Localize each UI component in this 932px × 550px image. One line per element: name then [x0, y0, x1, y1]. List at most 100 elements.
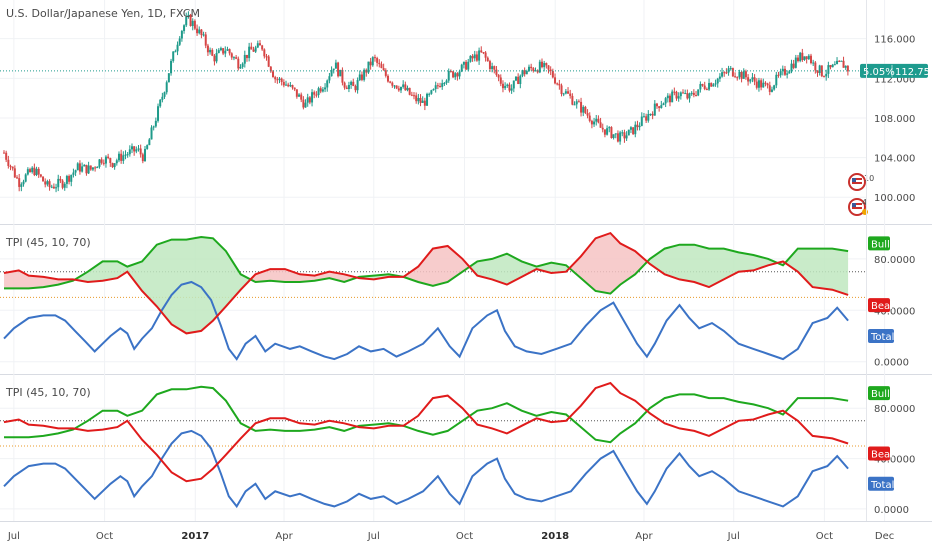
candle-body	[24, 174, 27, 182]
candle-body	[31, 167, 34, 173]
candle-body	[50, 186, 53, 188]
price-grid	[0, 0, 886, 224]
bull-area	[786, 248, 849, 295]
candle-body	[9, 165, 12, 167]
candle-body	[16, 177, 19, 179]
candle-body	[790, 63, 793, 72]
candle-body	[465, 61, 468, 70]
candle-body	[265, 56, 268, 58]
candle-body	[124, 154, 127, 156]
candle-body	[595, 118, 598, 122]
candle-body	[612, 134, 615, 138]
candle-body	[820, 65, 823, 77]
candle-body	[653, 103, 656, 116]
candle-body	[248, 46, 251, 59]
candle-body	[202, 34, 205, 36]
candle-body	[198, 29, 201, 34]
price-pane[interactable]: U.S. Dollar/Japanese Yen, 1D, FXCM 100.0…	[0, 0, 932, 224]
candle-body	[692, 92, 695, 96]
candle-body	[833, 64, 836, 66]
candle-body	[478, 50, 481, 61]
candle-body	[35, 168, 38, 176]
tpi1-title: TPI (45, 10, 70)	[5, 236, 91, 249]
bull-tag: Bull	[868, 386, 890, 401]
candle-body	[664, 98, 667, 104]
candle-body	[263, 49, 266, 57]
candle-body	[178, 38, 181, 45]
candle-body	[22, 181, 25, 185]
tpi-pane-1[interactable]: TPI (45, 10, 70) 80.0000 40.0000 0.0000 Bu…	[0, 224, 915, 374]
candle-body	[434, 85, 437, 90]
candle-body	[634, 124, 637, 135]
candle-body	[467, 61, 470, 70]
candle-body	[267, 56, 270, 67]
candle-body	[376, 58, 379, 63]
candle-body	[783, 68, 786, 75]
time-axis-label: Oct	[456, 531, 473, 542]
candle-body	[343, 82, 346, 88]
total-tag: Total	[868, 476, 894, 491]
candle-body	[749, 79, 752, 82]
candle-body	[629, 127, 632, 130]
candle-body	[560, 85, 563, 94]
candle-body	[454, 73, 457, 78]
candle-body	[751, 77, 754, 80]
tpi1-y-axis[interactable]: 80.0000 40.0000 0.0000	[874, 255, 915, 369]
us-flag-event-icon[interactable]: 4	[848, 198, 868, 216]
candle-body	[703, 85, 706, 89]
candle-body	[625, 135, 628, 139]
candle-body	[222, 48, 225, 54]
candle-body	[39, 174, 42, 177]
event-markers[interactable]: 10 4	[848, 173, 874, 216]
candle-body	[799, 52, 802, 62]
candle-body	[527, 66, 530, 71]
tpi2-y-axis[interactable]: 80.0000 40.0000 0.0000	[874, 404, 915, 516]
candle-body	[753, 77, 756, 82]
candle-body	[183, 25, 186, 31]
candle-body	[475, 54, 478, 61]
bear-line	[3, 381, 849, 483]
candle-body	[391, 82, 394, 86]
us-flag-event-icon[interactable]: 10	[848, 173, 874, 191]
candle-body	[662, 103, 665, 106]
candle-body	[744, 71, 747, 78]
bear-tag-bg	[868, 446, 890, 461]
tpi-axis-label: 80.0000	[874, 255, 915, 266]
candle-body	[408, 87, 411, 95]
candle-body	[582, 106, 585, 113]
bull-area	[470, 253, 570, 285]
candle-body	[324, 87, 327, 90]
candle-body	[311, 92, 314, 103]
candle-body	[488, 61, 491, 70]
candle-body	[196, 28, 199, 34]
candle-body	[213, 55, 216, 62]
candle-body	[484, 52, 487, 58]
candle-body	[404, 84, 407, 91]
candle-body	[63, 183, 66, 188]
candle-body	[569, 93, 572, 96]
candle-body	[81, 166, 84, 172]
candle-body	[757, 80, 760, 88]
time-axis[interactable]: Jul Oct 2017 Apr Jul Oct 2018 Apr Jul Oct Dec	[7, 531, 894, 542]
price-y-axis[interactable]: 100.000 104.000 108.000 112.000 116.000	[874, 35, 915, 205]
candle-body	[321, 89, 324, 92]
total-tag-bg	[868, 476, 894, 491]
candle-body	[523, 70, 526, 75]
candle-body	[588, 115, 591, 121]
candle-body	[723, 72, 726, 74]
candle-body	[102, 162, 105, 164]
candle-body	[83, 164, 86, 167]
candle-body	[573, 104, 576, 106]
badge-icon	[862, 209, 868, 215]
candle-body	[165, 82, 168, 93]
candle-body	[441, 83, 444, 87]
candle-body	[599, 122, 602, 128]
candle-body	[562, 93, 565, 95]
candle-body	[241, 63, 244, 67]
candle-body	[187, 14, 190, 17]
candle-body	[245, 54, 248, 59]
candle-body	[395, 85, 398, 89]
candle-body	[688, 93, 691, 99]
tpi-pane-2[interactable]: TPI (45, 10, 70) 80.0000 40.0000 0.0000 Bu…	[0, 374, 915, 521]
